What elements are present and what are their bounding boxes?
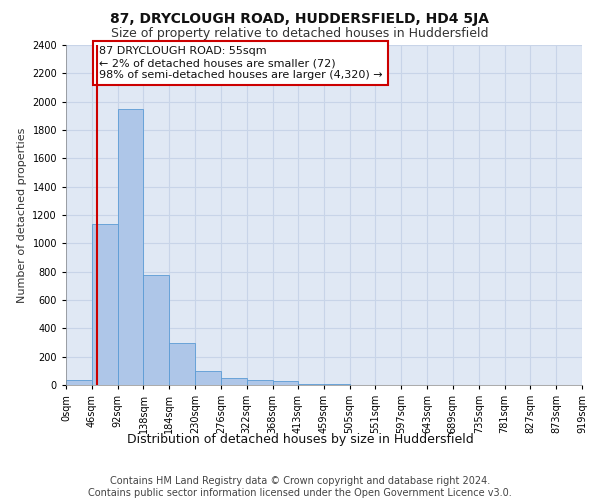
Bar bbox=[272, 382, 298, 385]
Bar bbox=[92, 224, 118, 385]
Text: Contains HM Land Registry data © Crown copyright and database right 2024.
Contai: Contains HM Land Registry data © Crown c… bbox=[88, 476, 512, 498]
Bar bbox=[143, 275, 169, 385]
Bar bbox=[298, 384, 324, 385]
Text: Size of property relative to detached houses in Huddersfield: Size of property relative to detached ho… bbox=[111, 28, 489, 40]
Text: 87 DRYCLOUGH ROAD: 55sqm
← 2% of detached houses are smaller (72)
98% of semi-de: 87 DRYCLOUGH ROAD: 55sqm ← 2% of detache… bbox=[98, 46, 382, 80]
Bar bbox=[324, 384, 350, 385]
Bar bbox=[221, 378, 247, 385]
Text: 87, DRYCLOUGH ROAD, HUDDERSFIELD, HD4 5JA: 87, DRYCLOUGH ROAD, HUDDERSFIELD, HD4 5J… bbox=[110, 12, 490, 26]
Bar bbox=[169, 342, 195, 385]
Y-axis label: Number of detached properties: Number of detached properties bbox=[17, 128, 26, 302]
Bar bbox=[66, 380, 92, 385]
Bar bbox=[195, 371, 221, 385]
Text: Distribution of detached houses by size in Huddersfield: Distribution of detached houses by size … bbox=[127, 432, 473, 446]
Bar bbox=[118, 109, 143, 385]
Bar bbox=[247, 380, 272, 385]
